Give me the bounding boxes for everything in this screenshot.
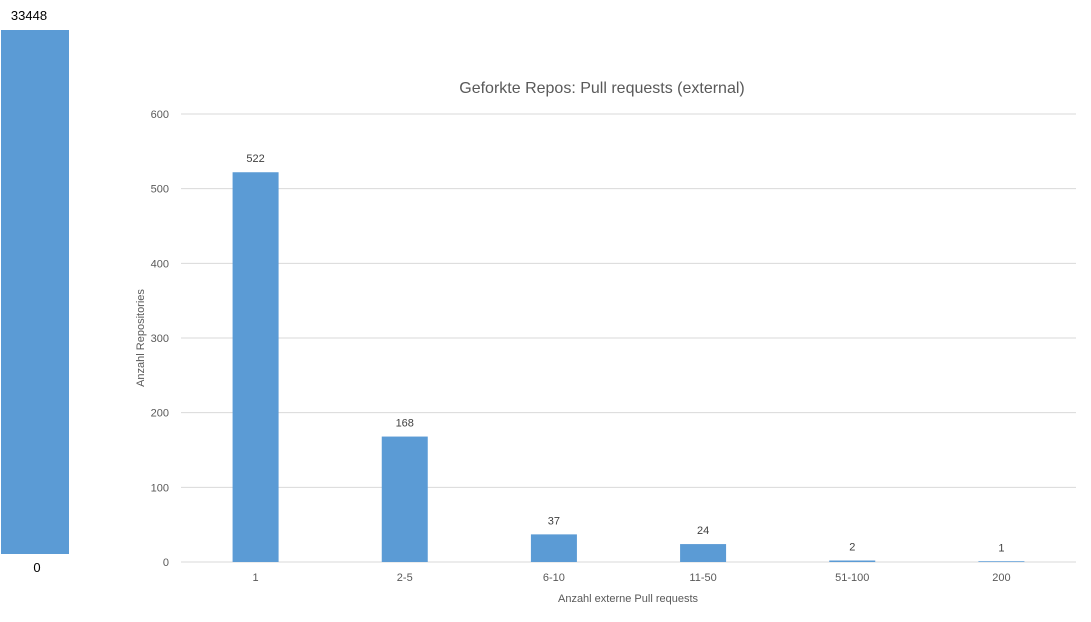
bar <box>680 544 727 562</box>
y-axis-title: Anzahl Repositories <box>135 289 147 387</box>
side-bar-bottom-label: 0 <box>33 560 40 575</box>
y-tick-label: 600 <box>151 109 169 121</box>
y-tick-label: 400 <box>151 258 169 270</box>
data-label: 37 <box>548 515 560 527</box>
y-tick-label: 300 <box>151 333 169 345</box>
bar <box>978 561 1025 562</box>
x-tick-label: 2-5 <box>397 572 413 584</box>
gridlines <box>181 113 1076 563</box>
data-label: 1 <box>998 542 1004 554</box>
y-tick-label: 0 <box>163 557 169 569</box>
bar <box>530 534 577 562</box>
y-tick-label: 200 <box>151 408 169 420</box>
y-tick-label: 500 <box>151 184 169 196</box>
bar <box>232 172 279 563</box>
x-tick-label: 11-50 <box>689 572 716 584</box>
bar <box>829 560 876 562</box>
data-labels: 522 168 37 24 2 1 <box>246 153 1004 554</box>
data-label: 2 <box>849 542 855 554</box>
chart-title: Geforkte Repos: Pull requests (external) <box>459 80 744 97</box>
y-tick-label: 100 <box>151 482 169 494</box>
data-label: 168 <box>396 418 414 430</box>
y-axis-ticks: 0 100 200 300 400 500 600 <box>151 109 169 569</box>
x-tick-label: 51-100 <box>835 572 869 584</box>
bars <box>232 172 1025 563</box>
x-axis-title: Anzahl externe Pull requests <box>558 593 699 605</box>
x-tick-label: 6-10 <box>543 572 565 584</box>
bar <box>381 436 428 562</box>
data-label: 522 <box>246 153 264 165</box>
side-bar <box>1 30 69 554</box>
x-axis-ticks: 1 2-5 6-10 11-50 51-100 200 <box>253 572 1011 584</box>
side-bar-top-label: 33448 <box>11 8 47 23</box>
x-tick-label: 1 <box>253 572 259 584</box>
data-label: 24 <box>697 525 709 537</box>
x-tick-label: 200 <box>992 572 1010 584</box>
